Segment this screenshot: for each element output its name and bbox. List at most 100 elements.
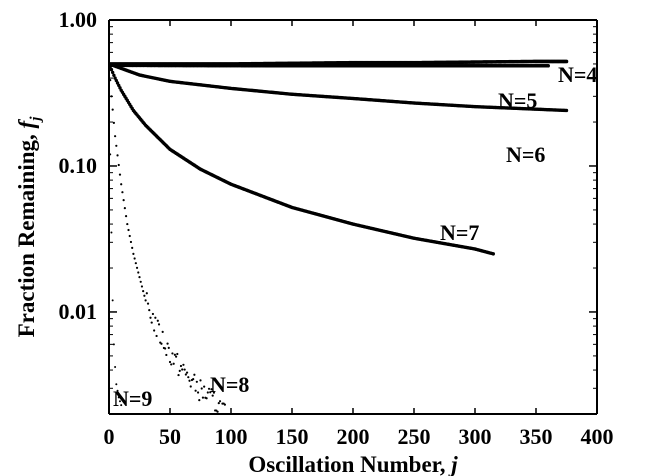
data-point <box>166 342 169 345</box>
series-label-N=5: N=5 <box>498 88 537 113</box>
data-point <box>170 363 173 366</box>
data-point <box>118 173 122 176</box>
data-point <box>217 402 220 405</box>
data-point <box>146 302 150 305</box>
data-point <box>114 365 117 368</box>
data-point <box>564 59 569 64</box>
data-point <box>201 396 205 399</box>
data-point <box>175 355 178 358</box>
data-point <box>156 319 159 322</box>
data-point <box>218 400 222 403</box>
data-point <box>122 199 125 202</box>
data-point <box>127 228 130 232</box>
data-point <box>185 371 189 374</box>
data-point <box>112 343 115 346</box>
data-point <box>124 215 128 218</box>
data-point <box>116 389 119 392</box>
data-point <box>200 387 203 390</box>
data-point <box>491 252 495 256</box>
data-point <box>188 379 191 382</box>
data-point <box>150 321 153 324</box>
data-point <box>183 368 186 371</box>
data-point <box>216 410 219 413</box>
data-point <box>111 108 114 111</box>
data-point <box>116 154 119 157</box>
data-point <box>220 418 222 420</box>
series-label-N=4: N=4 <box>558 62 597 87</box>
data-point <box>184 373 187 376</box>
data-point <box>139 280 142 283</box>
data-point <box>120 404 123 407</box>
data-point <box>114 135 117 138</box>
data-point <box>112 121 115 124</box>
data-point <box>165 353 168 357</box>
data-point <box>110 231 113 234</box>
x-tick-label: 150 <box>276 424 309 449</box>
data-point <box>210 388 213 391</box>
data-point <box>145 292 148 295</box>
data-point <box>151 312 155 316</box>
data-point <box>194 389 197 392</box>
series-N=7 <box>109 65 495 256</box>
data-point <box>172 362 175 365</box>
y-axis-title: Fraction Remaining, fj <box>14 116 44 338</box>
data-point <box>112 73 116 77</box>
data-point <box>182 363 185 366</box>
data-point <box>129 240 133 244</box>
data-point <box>177 373 180 377</box>
data-point <box>179 364 183 368</box>
data-point <box>193 373 196 376</box>
data-point <box>140 285 144 288</box>
data-point <box>155 334 158 338</box>
data-point <box>149 316 152 319</box>
data-point <box>176 352 179 356</box>
data-point <box>546 63 550 68</box>
data-point <box>206 391 209 394</box>
data-point <box>128 234 131 238</box>
data-point <box>142 289 145 293</box>
data-point <box>178 369 181 372</box>
data-point <box>198 399 201 402</box>
plot-content <box>109 59 569 420</box>
data-point <box>120 183 123 186</box>
data-point <box>211 394 214 397</box>
data-point <box>199 379 202 382</box>
data-point <box>135 266 139 269</box>
data-point <box>132 252 135 255</box>
data-point <box>168 360 172 364</box>
data-point <box>137 271 140 274</box>
x-tick-label: 200 <box>337 424 370 449</box>
data-point <box>192 378 195 381</box>
data-point <box>167 346 170 349</box>
data-point <box>205 397 208 400</box>
data-point <box>196 391 200 394</box>
data-point <box>115 144 118 147</box>
data-point <box>173 353 176 356</box>
data-point <box>138 276 141 279</box>
data-point <box>134 262 137 265</box>
data-point <box>154 316 157 319</box>
data-point <box>181 368 184 371</box>
series-N=5 <box>109 63 550 68</box>
x-axis-title: Oscillation Number, j <box>248 452 458 476</box>
x-tick-label: 0 <box>104 424 115 449</box>
series-N=9 <box>109 153 123 407</box>
data-point <box>195 380 198 383</box>
data-point <box>118 400 121 403</box>
data-point <box>110 70 115 75</box>
data-point <box>207 387 211 390</box>
data-point <box>203 385 206 388</box>
data-point <box>153 329 156 332</box>
axes <box>108 19 598 415</box>
data-point <box>115 383 118 386</box>
data-point <box>160 342 163 345</box>
data-point <box>126 222 129 226</box>
series-label-N=9: N=9 <box>113 386 152 411</box>
data-point <box>189 385 192 388</box>
x-tick-label: 250 <box>398 424 431 449</box>
series-label-N=6: N=6 <box>506 142 545 167</box>
data-point <box>133 257 136 260</box>
y-tick-label: 0.01 <box>59 299 98 324</box>
data-point <box>109 67 114 72</box>
